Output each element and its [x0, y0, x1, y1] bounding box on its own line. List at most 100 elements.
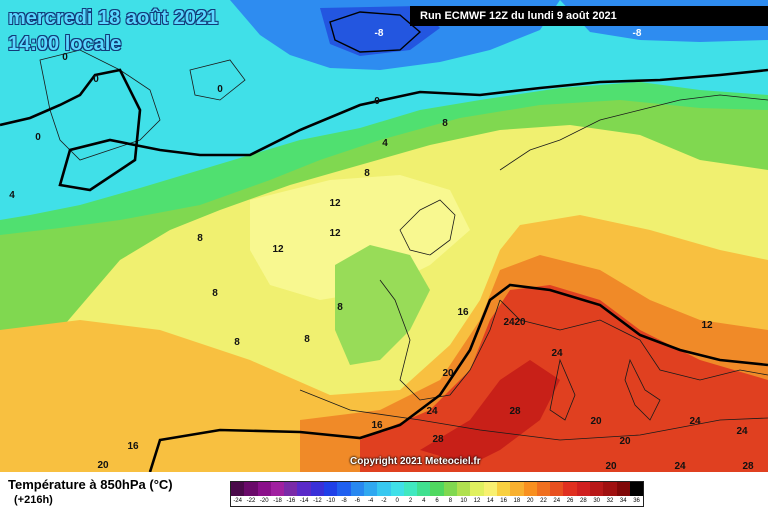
contour-label: 8 [212, 288, 218, 299]
legend-cell: 24 [550, 482, 564, 506]
contour-label: 16 [127, 441, 139, 452]
field-green-patch [335, 245, 430, 365]
legend-cell: 8 [443, 482, 458, 506]
legend-cell: -24 [231, 482, 245, 506]
legend-cell: -2 [377, 482, 391, 506]
legend-swatch [350, 482, 364, 496]
legend-cell: -4 [363, 482, 378, 506]
contour-label: 0 [93, 74, 99, 85]
contour-label: 0 [374, 96, 380, 107]
legend-cell: 26 [563, 482, 577, 506]
legend-swatch [417, 482, 431, 496]
contour-label: 20 [590, 416, 602, 427]
legend-tick-label: -16 [284, 496, 298, 506]
legend-tick-label: 24 [550, 496, 564, 506]
legend-cell: 18 [510, 482, 524, 506]
contour-label: -8 [375, 28, 384, 39]
contour-label: 28 [432, 434, 444, 445]
legend-swatch [231, 482, 245, 496]
legend-tick-label: -8 [337, 496, 351, 506]
legend-swatch [257, 482, 271, 496]
legend-tick-label: 16 [496, 496, 511, 506]
contour-label: 8 [197, 233, 203, 244]
legend-swatch [603, 482, 617, 496]
legend-tick-label: -10 [324, 496, 338, 506]
legend-swatch [403, 482, 418, 496]
legend-tick-label: -12 [310, 496, 325, 506]
legend-swatch [629, 482, 644, 496]
legend-cell: 14 [483, 482, 497, 506]
legend-swatch [496, 482, 511, 496]
legend-cell: 10 [457, 482, 471, 506]
legend-cell: 12 [470, 482, 484, 506]
legend-swatch [270, 482, 285, 496]
legend-swatch [616, 482, 630, 496]
legend-cell: 20 [523, 482, 537, 506]
contour-label: 24 [689, 416, 701, 427]
legend-swatch [377, 482, 391, 496]
contour-label: 4 [9, 190, 15, 201]
legend-tick-label: 36 [629, 496, 644, 506]
legend-swatch [563, 482, 577, 496]
map-canvas: -8 -8 0 0 0 0 0 4 4 8 8 8 8 8 8 8 12 12 12 12 16 16 16 20 20 20 20… [0, 0, 768, 472]
legend-swatch [576, 482, 591, 496]
isotherm-minus8 [329, 11, 422, 53]
legend-swatch [550, 482, 564, 496]
contour-label: 8 [442, 118, 448, 129]
legend-swatch [337, 482, 351, 496]
contour-label: 28 [509, 406, 521, 417]
contour-label: 12 [701, 320, 713, 331]
legend-cell: -8 [337, 482, 351, 506]
legend-tick-label: -14 [297, 496, 311, 506]
legend-swatch [324, 482, 338, 496]
legend-tick-label: 6 [430, 496, 444, 506]
legend-cell: 36 [629, 482, 644, 506]
legend-cell: -20 [257, 482, 271, 506]
legend-swatch [510, 482, 524, 496]
legend-tick-label: 12 [470, 496, 484, 506]
temperature-map: -8 -8 0 0 0 0 0 4 4 8 8 8 8 8 8 8 12 12 12 12 16 16 16 20 20 20 20… [0, 0, 768, 472]
legend-tick-label: -24 [231, 496, 245, 506]
legend-swatch [536, 482, 551, 496]
contour-label: 24 [503, 317, 515, 328]
forecast-time: 14:00 locale [8, 33, 122, 55]
parameter-label: Température à 850hPa (°C) [8, 477, 173, 492]
contour-label: 12 [329, 228, 341, 239]
contour-label: 0 [217, 84, 223, 95]
legend-tick-label: -20 [257, 496, 271, 506]
contour-label: 12 [272, 244, 284, 255]
legend-cell: 34 [616, 482, 630, 506]
legend-tick-label: 18 [510, 496, 524, 506]
legend-tick-label: 32 [603, 496, 617, 506]
legend-cell: -14 [297, 482, 311, 506]
lead-time-label: (+216h) [14, 494, 53, 506]
legend-tick-label: 0 [390, 496, 404, 506]
legend-swatch [590, 482, 604, 496]
legend-cell: 32 [603, 482, 617, 506]
legend-tick-label: 20 [523, 496, 537, 506]
legend-tick-label: -22 [244, 496, 258, 506]
contour-label: 20 [514, 317, 526, 328]
contour-label: -8 [633, 28, 642, 39]
legend-cell: -10 [324, 482, 338, 506]
legend-cell: 22 [536, 482, 551, 506]
contour-label: 16 [371, 420, 383, 431]
contour-label: 24 [674, 461, 686, 472]
contour-label: 24 [736, 426, 748, 437]
legend-swatch [310, 482, 325, 496]
legend-swatch [390, 482, 404, 496]
isotherm-20 [148, 283, 768, 472]
contour-label: 8 [364, 168, 370, 179]
field-dark-red [420, 360, 560, 465]
contour-label: 8 [234, 337, 240, 348]
legend-tick-label: 8 [443, 496, 458, 506]
legend-cell: 2 [403, 482, 418, 506]
legend-swatch [363, 482, 378, 496]
contour-label: 0 [35, 132, 41, 143]
contour-label: 24 [426, 406, 438, 417]
legend-tick-label: 4 [417, 496, 431, 506]
legend-tick-label: 26 [563, 496, 577, 506]
legend-tick-label: 10 [457, 496, 471, 506]
contour-label: 0 [62, 52, 68, 63]
legend-swatch [470, 482, 484, 496]
